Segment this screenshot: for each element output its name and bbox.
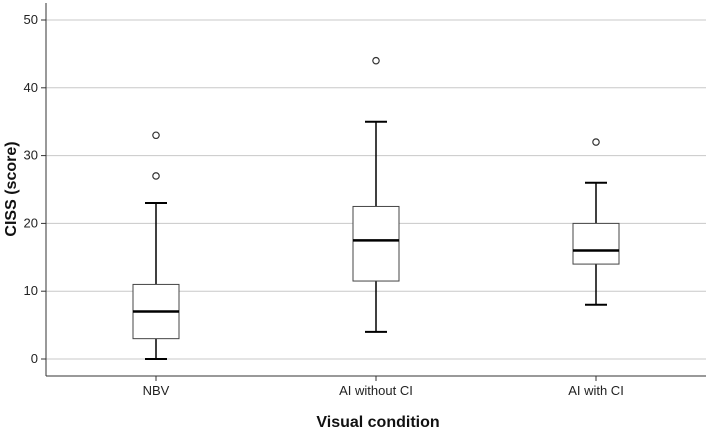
y-tick-label-50: 50 (24, 12, 38, 27)
y-tick-labels: 0 10 20 30 40 50 (24, 12, 38, 366)
x-tick-label-ai-without-ci: AI without CI (339, 383, 413, 398)
x-tick-label-nbv: NBV (143, 383, 170, 398)
outlier-point (372, 56, 380, 65)
x-tick-labels: NBV AI without CI AI with CI (143, 383, 624, 398)
x-axis-title: Visual condition (316, 414, 439, 429)
iqr-box (352, 205, 400, 282)
y-tick-label-0: 0 (31, 351, 38, 366)
axes (41, 3, 706, 381)
iqr-box (572, 222, 620, 265)
y-tick-label-20: 20 (24, 215, 38, 230)
box-group-ai-without-ci (352, 56, 400, 333)
x-tick-label-ai-with-ci: AI with CI (568, 383, 624, 398)
y-tick-label-40: 40 (24, 80, 38, 95)
boxes (132, 56, 620, 360)
outlier-point (152, 172, 160, 180)
outlier-point (152, 131, 160, 140)
y-axis-title: CISS (score) (3, 141, 20, 236)
outlier-point (592, 138, 600, 146)
y-tick-label-30: 30 (24, 148, 38, 163)
box-group-nbv (132, 131, 180, 360)
box-group-ai-with-ci (572, 138, 620, 306)
y-tick-label-10: 10 (24, 283, 38, 298)
